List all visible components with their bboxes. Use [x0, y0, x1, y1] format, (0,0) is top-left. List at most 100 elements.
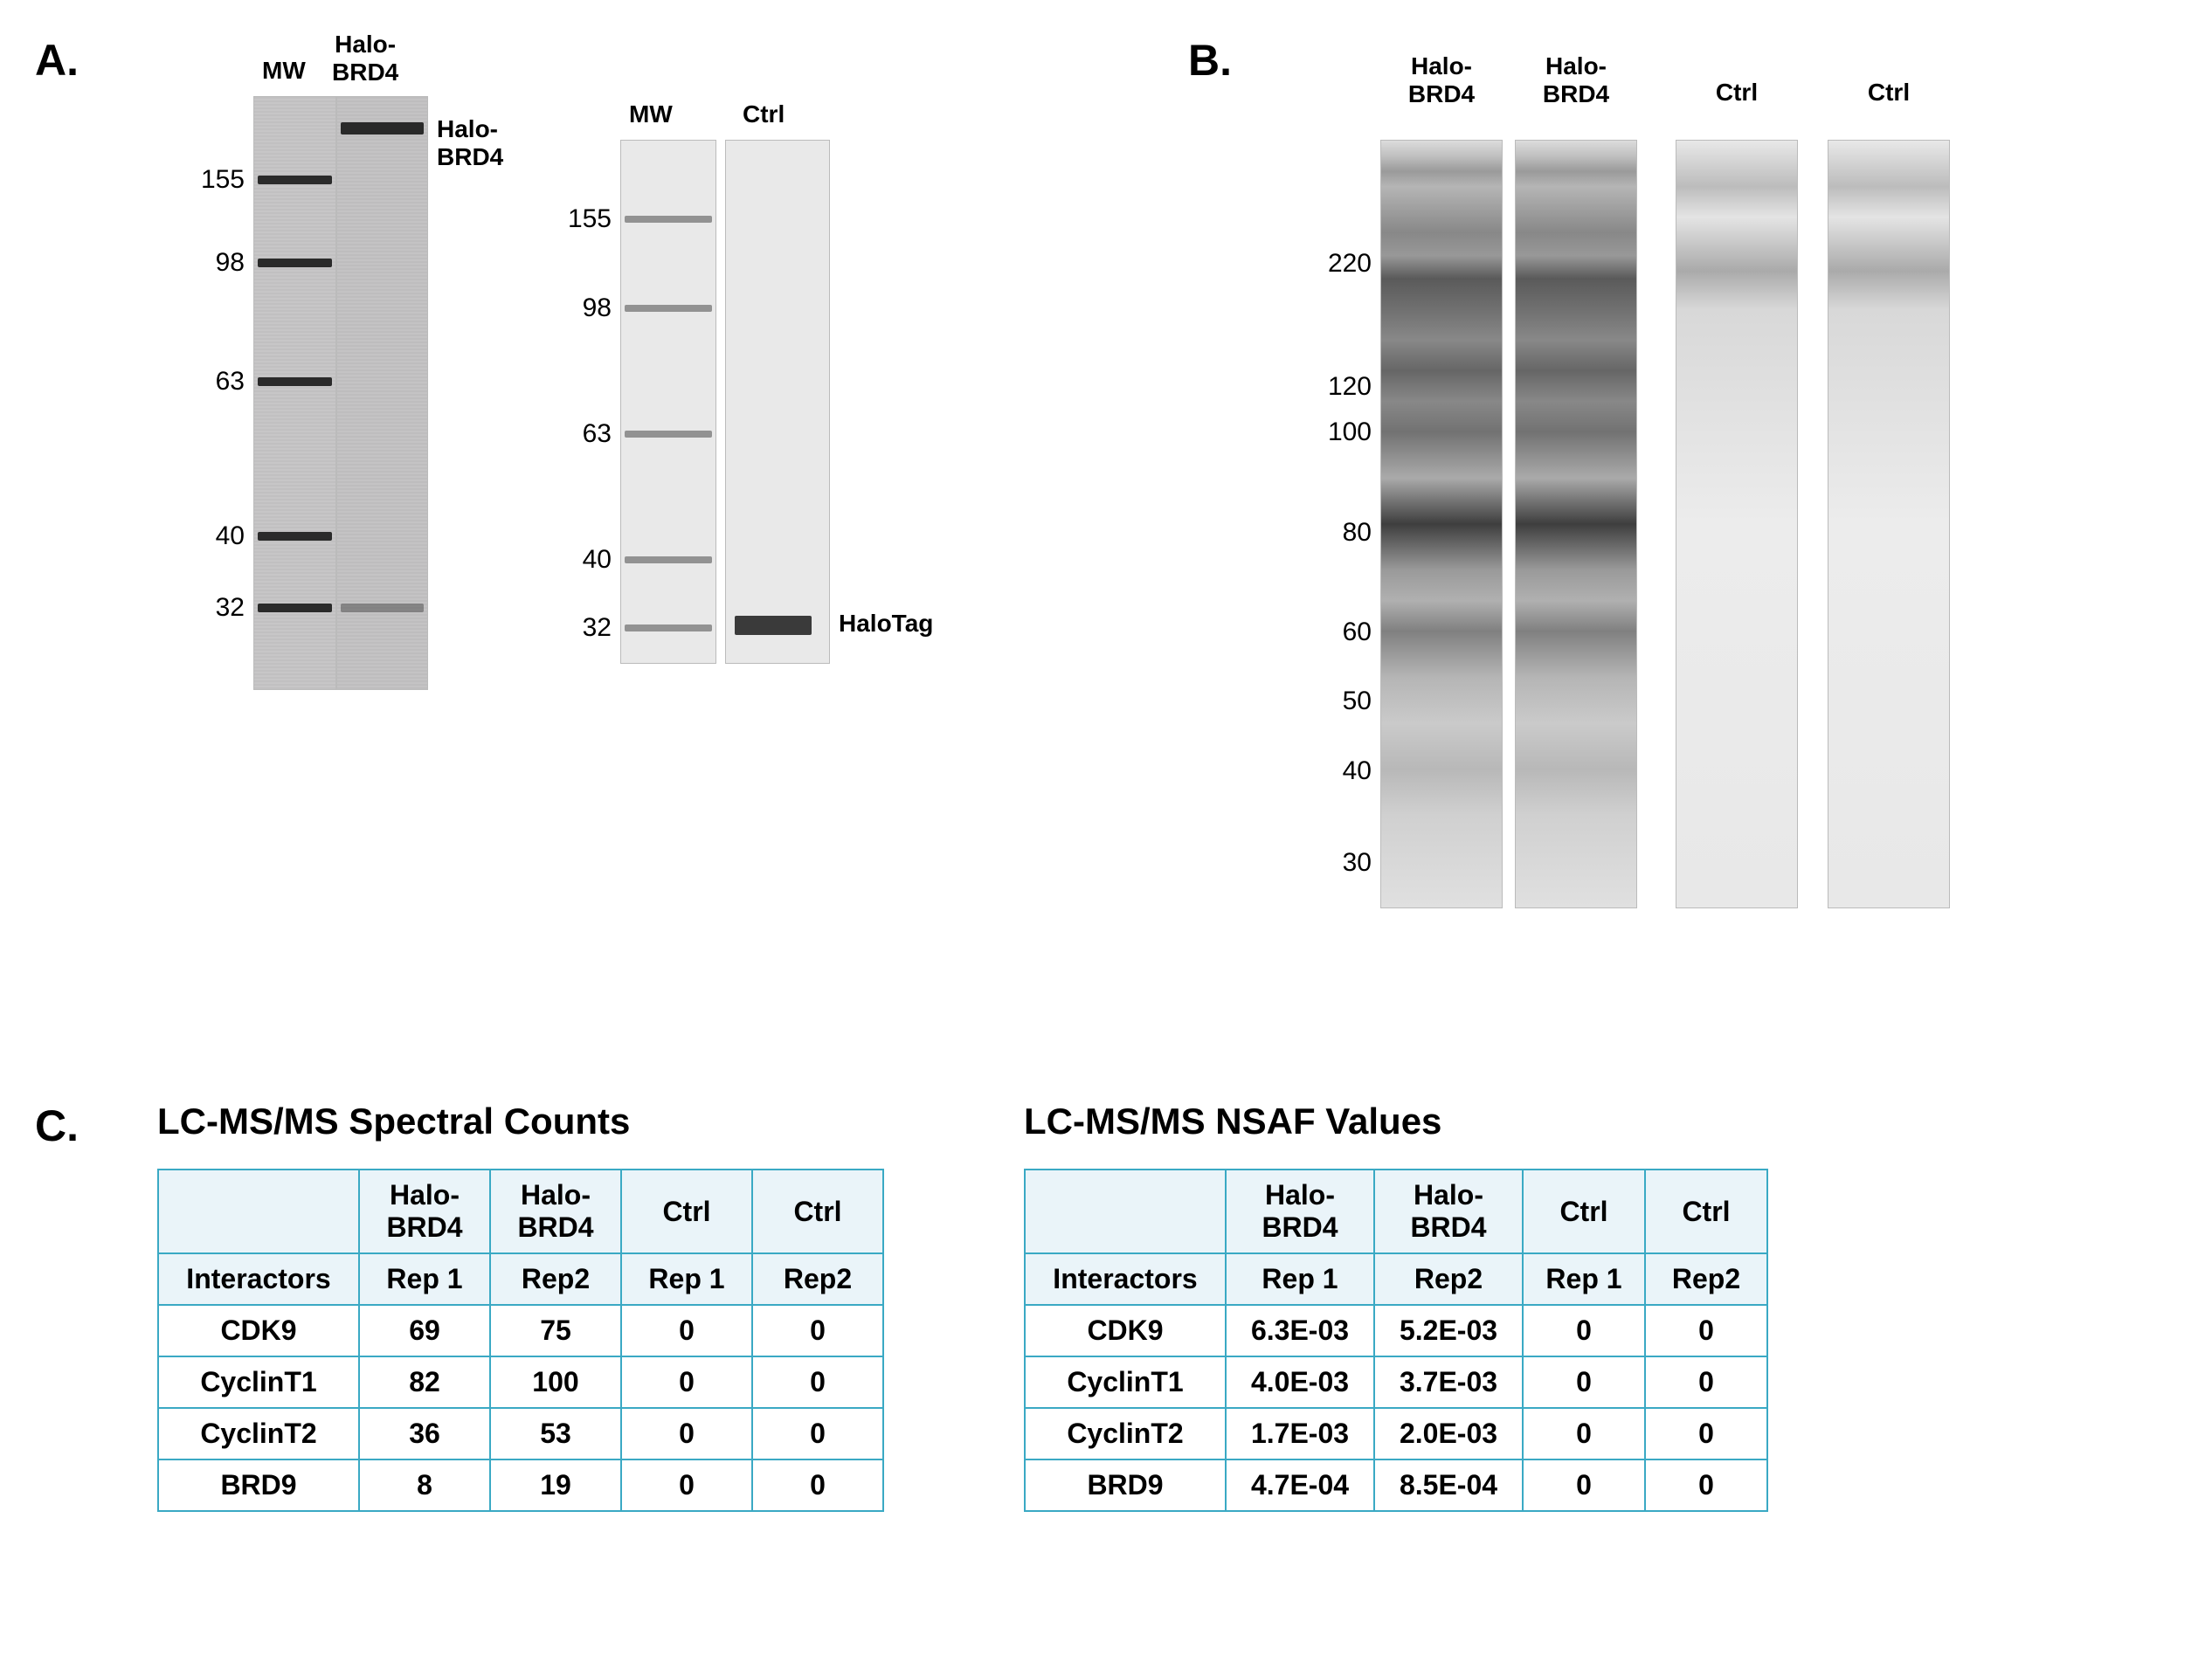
table-cell: 0 — [752, 1305, 883, 1356]
table-cell: 0 — [621, 1459, 752, 1511]
table-header-cell: Ctrl — [752, 1170, 883, 1253]
table-cell: 0 — [1523, 1408, 1645, 1459]
gel-mw-marker: 63 — [216, 367, 245, 397]
table-header-cell — [1025, 1170, 1226, 1253]
table-header-row: Halo-BRD4Halo-BRD4CtrlCtrl — [1025, 1170, 1767, 1253]
table-cell: 53 — [490, 1408, 621, 1459]
panel-b-sample-lane — [1380, 140, 1503, 908]
table-cell: BRD9 — [158, 1459, 359, 1511]
table-header-cell: Rep2 — [490, 1253, 621, 1305]
panel-b-mw-marker: 80 — [1343, 518, 1372, 548]
panel-b-ctrl-lane — [1828, 140, 1950, 908]
table-header-cell: Interactors — [1025, 1253, 1226, 1305]
table-cell: 0 — [621, 1408, 752, 1459]
gel2-mw-labels: 15598634032 — [524, 140, 612, 664]
table-cell: 4.7E-04 — [1226, 1459, 1374, 1511]
table-cell: 69 — [359, 1305, 490, 1356]
table-block: LC-MS/MS NSAF ValuesHalo-BRD4Halo-BRD4Ct… — [1024, 1101, 1768, 1512]
table-cell: CyclinT1 — [1025, 1356, 1226, 1408]
table-header-cell: Rep 1 — [359, 1253, 490, 1305]
gel-mw-marker: 155 — [568, 204, 612, 234]
gel-mw-marker: 155 — [201, 165, 245, 195]
panel-b: Halo- BRD4Halo- BRD4CtrlCtrl 22012010080… — [1223, 35, 2140, 908]
gel2-ctrl-header: Ctrl — [743, 100, 785, 128]
table-row: CDK96.3E-035.2E-0300 — [1025, 1305, 1767, 1356]
gel-mw-band — [258, 259, 332, 267]
table-header-cell: Halo-BRD4 — [490, 1170, 621, 1253]
table-cell: 0 — [621, 1356, 752, 1408]
table-cell: 0 — [1645, 1459, 1767, 1511]
gel-mw-marker: 98 — [583, 293, 612, 323]
gel1-mw-header: MW — [262, 57, 306, 85]
gel-mw-band — [625, 216, 712, 223]
panel-b-mw-marker: 30 — [1343, 848, 1372, 878]
gel-mw-band — [258, 377, 332, 386]
gel-mw-marker: 32 — [583, 613, 612, 643]
table-cell: CDK9 — [158, 1305, 359, 1356]
panel-b-lane-header: Halo- BRD4 — [1515, 52, 1637, 108]
gel2-mw-header: MW — [629, 100, 673, 128]
table-header-cell: Ctrl — [621, 1170, 752, 1253]
table-row: CyclinT21.7E-032.0E-0300 — [1025, 1408, 1767, 1459]
table-header-cell: Interactors — [158, 1253, 359, 1305]
table-header-cell: Rep 1 — [1523, 1253, 1645, 1305]
gel-mw-band — [625, 431, 712, 438]
table-cell: 100 — [490, 1356, 621, 1408]
gel-mw-band — [258, 176, 332, 184]
table-block: LC-MS/MS Spectral Counts Halo-BRD4Halo-BR… — [157, 1101, 884, 1512]
table-header-row: Halo-BRD4Halo-BRD4CtrlCtrl — [158, 1170, 883, 1253]
panel-b-mw-marker: 100 — [1328, 417, 1372, 447]
table-cell: 0 — [1645, 1305, 1767, 1356]
panel-b-mw-marker: 60 — [1343, 618, 1372, 647]
table-cell: 19 — [490, 1459, 621, 1511]
gel-sample-band — [341, 122, 424, 135]
gel-mw-marker: 98 — [216, 248, 245, 278]
gel1-band-label: Halo-BRD4 — [437, 115, 503, 171]
table-cell: 36 — [359, 1408, 490, 1459]
panel-b-lane-header: Ctrl — [1676, 79, 1798, 107]
table-cell: 3.7E-03 — [1374, 1356, 1523, 1408]
table-row: CDK9697500 — [158, 1305, 883, 1356]
table-cell: CyclinT2 — [1025, 1408, 1226, 1459]
panel-b-sample-lane — [1515, 140, 1637, 908]
table-header-cell — [158, 1170, 359, 1253]
gel2-band-label: HaloTag — [839, 610, 933, 638]
gel-sample-band — [735, 616, 812, 635]
gel-mw-marker: 63 — [583, 419, 612, 449]
table-row: BRD94.7E-048.5E-0400 — [1025, 1459, 1767, 1511]
table-header-cell: Rep2 — [1645, 1253, 1767, 1305]
table-cell: 0 — [752, 1459, 883, 1511]
table-title: LC-MS/MS Spectral Counts — [157, 1101, 884, 1142]
table-row: CyclinT18210000 — [158, 1356, 883, 1408]
panel-b-mw-labels: 2201201008060504030 — [1302, 140, 1372, 908]
panel-a: MW Halo- BRD4 15598634032 Halo-BRD4 MW C… — [70, 35, 1075, 804]
table-header-cell: Rep 1 — [1226, 1253, 1374, 1305]
table-cell: 0 — [752, 1408, 883, 1459]
table-row: CyclinT2365300 — [158, 1408, 883, 1459]
panel-b-lane-header: Halo- BRD4 — [1380, 52, 1503, 108]
panel-c: LC-MS/MS Spectral CountsHalo-BRD4Halo-BR… — [70, 1083, 2149, 1512]
table-header-cell: Rep2 — [752, 1253, 883, 1305]
table-header-cell: Rep 1 — [621, 1253, 752, 1305]
table-cell: CyclinT1 — [158, 1356, 359, 1408]
table-cell: 6.3E-03 — [1226, 1305, 1374, 1356]
gel-mw-marker: 40 — [216, 521, 245, 551]
table-row: BRD981900 — [158, 1459, 883, 1511]
panel-b-mw-marker: 120 — [1328, 372, 1372, 402]
table-cell: 75 — [490, 1305, 621, 1356]
table-cell: 4.0E-03 — [1226, 1356, 1374, 1408]
gel-mw-band — [625, 305, 712, 312]
table-cell: 1.7E-03 — [1226, 1408, 1374, 1459]
panel-b-mw-marker: 50 — [1343, 687, 1372, 716]
table-cell: 82 — [359, 1356, 490, 1408]
table-cell: 5.2E-03 — [1374, 1305, 1523, 1356]
table-cell: CDK9 — [1025, 1305, 1226, 1356]
gel-mw-band — [258, 532, 332, 541]
gel-mw-marker: 32 — [216, 593, 245, 623]
table-row: CyclinT14.0E-033.7E-0300 — [1025, 1356, 1767, 1408]
table-cell: 8.5E-04 — [1374, 1459, 1523, 1511]
panel-b-mw-marker: 40 — [1343, 756, 1372, 786]
panel-b-lane-header: Ctrl — [1828, 79, 1950, 107]
table-cell: CyclinT2 — [158, 1408, 359, 1459]
gel1-mw-lane — [253, 96, 336, 690]
